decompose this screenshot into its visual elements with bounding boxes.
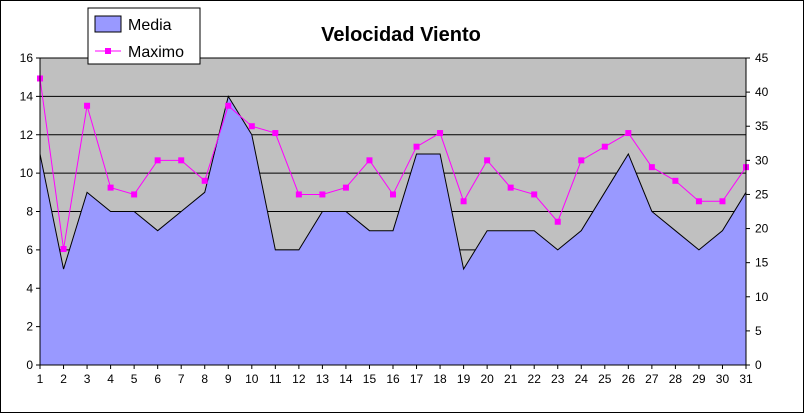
x-tick-label: 1 xyxy=(37,372,44,386)
maximo-point xyxy=(201,177,208,184)
maximo-point xyxy=(295,191,302,198)
maximo-point xyxy=(719,198,726,205)
maximo-point xyxy=(507,184,514,191)
legend-maximo-label: Maximo xyxy=(128,44,184,61)
maximo-point xyxy=(484,157,491,164)
maximo-point xyxy=(460,198,467,205)
x-tick-label: 22 xyxy=(528,372,542,386)
x-tick-label: 6 xyxy=(154,372,161,386)
x-tick-label: 13 xyxy=(316,372,330,386)
x-tick-label: 5 xyxy=(131,372,138,386)
right-tick-label: 10 xyxy=(755,290,769,304)
maximo-point xyxy=(319,191,326,198)
maximo-point xyxy=(601,143,608,150)
x-tick-label: 10 xyxy=(245,372,259,386)
x-tick-label: 3 xyxy=(84,372,91,386)
right-tick-label: 20 xyxy=(755,222,769,236)
x-tick-label: 14 xyxy=(339,372,353,386)
right-tick-label: 30 xyxy=(755,153,769,167)
x-tick-label: 11 xyxy=(269,372,282,386)
x-tick-label: 12 xyxy=(292,372,306,386)
x-tick-label: 26 xyxy=(622,372,636,386)
left-tick-label: 6 xyxy=(26,243,33,257)
right-tick-label: 15 xyxy=(755,256,769,270)
right-tick-label: 0 xyxy=(755,358,762,372)
left-tick-label: 2 xyxy=(26,320,33,334)
x-tick-label: 19 xyxy=(457,372,471,386)
right-tick-label: 35 xyxy=(755,119,769,133)
x-tick-label: 15 xyxy=(363,372,377,386)
x-tick-label: 16 xyxy=(386,372,400,386)
left-tick-label: 14 xyxy=(20,89,34,103)
x-tick-label: 9 xyxy=(225,372,232,386)
maximo-point xyxy=(437,130,444,137)
maximo-point xyxy=(390,191,396,198)
maximo-point xyxy=(648,164,655,171)
x-tick-label: 30 xyxy=(716,372,730,386)
x-tick-label: 27 xyxy=(645,372,659,386)
maximo-point xyxy=(695,198,702,205)
legend-maximo-marker xyxy=(105,48,111,54)
right-tick-label: 25 xyxy=(755,187,769,201)
maximo-point xyxy=(84,102,91,109)
legend-media-label: Media xyxy=(128,17,172,34)
x-tick-label: 21 xyxy=(504,372,518,386)
x-tick-label: 2 xyxy=(60,372,67,386)
left-tick-label: 16 xyxy=(20,51,34,65)
x-tick-label: 4 xyxy=(107,372,114,386)
x-tick-label: 20 xyxy=(480,372,494,386)
media-area-series xyxy=(39,95,747,366)
x-tick-label: 24 xyxy=(575,372,589,386)
left-tick-label: 4 xyxy=(26,281,33,295)
x-axis-ticks: 1 2 3 4 5 6 7 8 9 10 11 12 13 14 15 16 17 18 19 20 21 22 23 24 2… xyxy=(37,365,753,386)
x-tick-label: 23 xyxy=(551,372,565,386)
maximo-point xyxy=(366,157,373,164)
maximo-point xyxy=(672,177,679,184)
x-tick-label: 8 xyxy=(201,372,208,386)
maximo-point xyxy=(578,157,585,164)
left-tick-label: 10 xyxy=(20,166,34,180)
x-tick-label: 18 xyxy=(433,372,447,386)
maximo-point xyxy=(625,130,632,137)
x-tick-label: 28 xyxy=(669,372,683,386)
right-tick-label: 5 xyxy=(755,324,762,338)
maximo-point xyxy=(413,143,420,150)
maximo-point xyxy=(342,184,349,191)
maximo-point xyxy=(178,157,185,164)
x-tick-label: 17 xyxy=(410,372,424,386)
maximo-point xyxy=(107,184,114,191)
right-tick-label: 40 xyxy=(755,85,769,99)
maximo-point xyxy=(131,191,138,198)
left-axis-ticks: 0 2 4 6 8 10 12 14 16 xyxy=(20,51,40,372)
legend: Media Maximo xyxy=(87,7,201,65)
maximo-point xyxy=(554,218,561,225)
left-tick-label: 8 xyxy=(26,205,33,219)
legend-media-swatch xyxy=(94,15,122,33)
maximo-point xyxy=(60,246,67,253)
maximo-point xyxy=(225,102,232,109)
x-tick-label: 7 xyxy=(178,372,185,386)
x-tick-label: 31 xyxy=(739,372,753,386)
x-tick-label: 29 xyxy=(692,372,706,386)
x-tick-label: 25 xyxy=(598,372,612,386)
maximo-point xyxy=(154,157,161,164)
left-tick-label: 12 xyxy=(20,128,34,142)
right-axis-ticks: 0 5 10 15 20 25 30 35 40 45 xyxy=(746,51,769,372)
left-tick-label: 0 xyxy=(26,358,33,372)
right-tick-label: 45 xyxy=(755,51,769,65)
maximo-point xyxy=(248,123,255,130)
maximo-point xyxy=(272,130,279,137)
maximo-point xyxy=(531,191,538,198)
chart-title: Velocidad Viento xyxy=(321,24,481,46)
